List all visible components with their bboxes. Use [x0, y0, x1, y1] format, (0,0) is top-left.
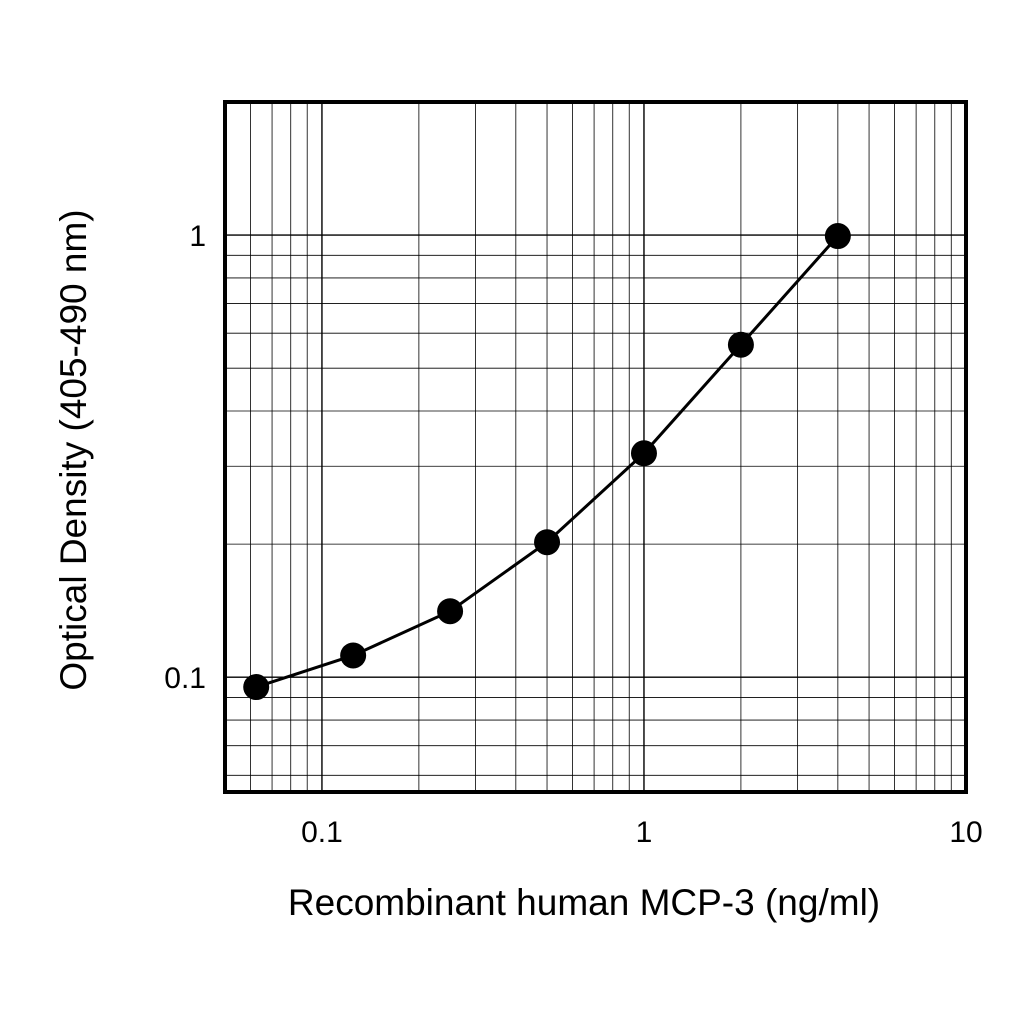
data-point [534, 529, 561, 556]
plot-frame [223, 100, 968, 794]
x-tick-labels: 0.1 1 10 [301, 816, 983, 849]
y-tick-label: 1 [189, 220, 206, 253]
data-point [824, 223, 851, 250]
data-point [630, 440, 657, 467]
series-group [243, 223, 851, 701]
x-axis-title: Recombinant human MCP-3 (ng/ml) [288, 882, 880, 923]
data-point [727, 331, 754, 358]
grid-lines [225, 102, 966, 792]
y-tick-labels: 0.11 [164, 220, 206, 695]
data-point [340, 642, 367, 669]
y-axis-title: Optical Density (405-490 nm) [53, 209, 94, 690]
data-point [437, 598, 464, 625]
data-point [243, 674, 270, 701]
y-tick-label: 0.1 [164, 662, 206, 695]
x-tick-label: 0.1 [301, 816, 343, 849]
x-tick-label: 1 [636, 816, 653, 849]
x-tick-label: 10 [949, 816, 982, 849]
